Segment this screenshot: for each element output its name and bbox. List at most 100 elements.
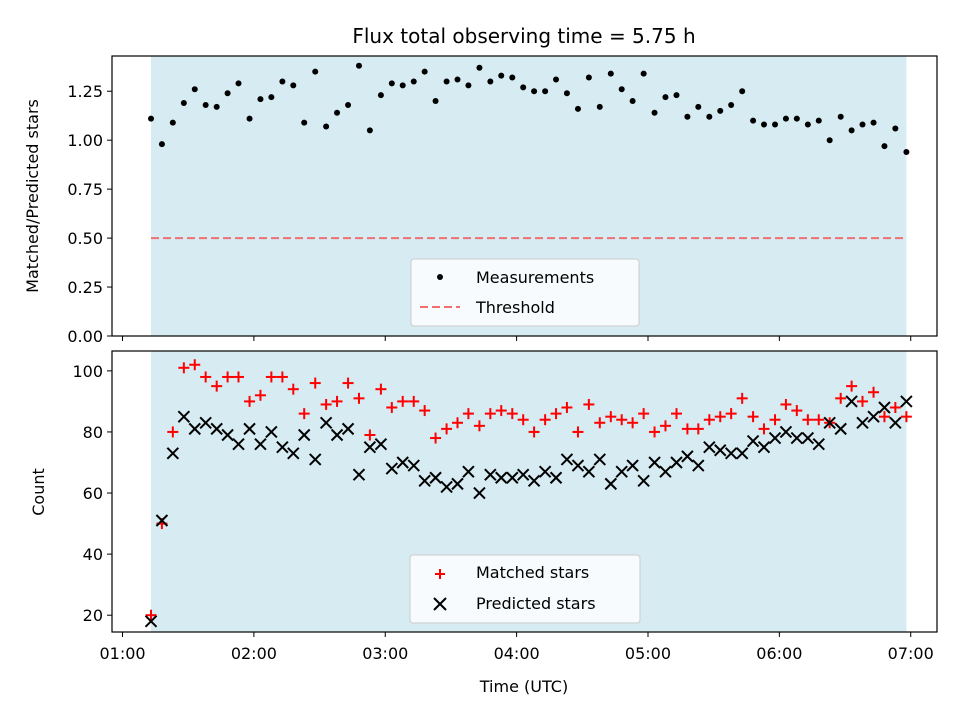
predicted-star-point (287, 447, 300, 460)
predicted-star-point (714, 444, 727, 457)
matched-star-point (189, 359, 201, 371)
y-tick-label: 0.00 (67, 327, 103, 346)
matched-star-point (364, 429, 376, 441)
y-tick-label: 1.25 (67, 82, 103, 101)
matched-star-point (714, 411, 726, 423)
predicted-star-point (867, 410, 880, 423)
measurement-point (202, 101, 209, 108)
matched-star-point (659, 420, 671, 432)
predicted-star-point (527, 474, 541, 488)
legend-box (409, 554, 641, 624)
measurement-point (695, 103, 702, 110)
predicted-star-point (155, 514, 169, 527)
measurement-point (793, 115, 800, 122)
matched-star-point (276, 371, 288, 383)
predicted-star-point (177, 410, 191, 423)
matched-star-point (616, 414, 628, 426)
predicted-star-point (166, 447, 180, 460)
matched-star-point (889, 402, 901, 414)
measurement-point (148, 115, 155, 122)
measurement-point (553, 76, 560, 83)
matched-star-point (178, 362, 190, 374)
measurement-point (585, 74, 592, 81)
predicted-star-point (418, 474, 431, 488)
predicted-star-point (703, 441, 716, 454)
measurement-point (596, 103, 603, 110)
predicted-star-point (341, 422, 355, 436)
matched-star-point (222, 371, 234, 383)
matched-star-point (725, 408, 737, 420)
measurement-point (465, 82, 472, 89)
measurement-point (881, 143, 888, 150)
x-tick-label: 02:00 (231, 644, 277, 663)
predicted-star-point (626, 459, 639, 472)
measurement-point (213, 103, 220, 110)
predicted-star-point (735, 447, 749, 460)
matched-star-point (287, 383, 299, 395)
matched-star-point (211, 380, 223, 392)
measurement-point (662, 94, 669, 101)
x-tick-label: 04:00 (494, 644, 540, 663)
measurement-point (717, 107, 724, 114)
matched-star-point (320, 398, 332, 410)
y-tick-label: 1.00 (67, 131, 103, 150)
measurement-point (180, 99, 187, 106)
x-tick-label: 07:00 (888, 644, 934, 663)
measurement-point (334, 109, 341, 116)
predicted-star-point (297, 428, 311, 442)
predicted-star-point (900, 395, 913, 408)
predicted-star-point (615, 465, 628, 478)
measurement-point (487, 78, 494, 85)
y-tick-label: 0.25 (67, 278, 103, 297)
matched-star-point (550, 408, 562, 420)
predicted-star-point (801, 431, 815, 445)
y-tick-label: 60 (83, 484, 103, 503)
matched-star-point (572, 426, 584, 438)
matched-star-point (835, 392, 847, 404)
measurement-point (498, 72, 505, 79)
measurement-point (323, 123, 330, 130)
matched-star-point (167, 426, 179, 438)
measurement-point (421, 68, 428, 75)
measurement-point (509, 74, 516, 81)
measurement-point (651, 109, 658, 116)
legend-measurements-marker (437, 274, 443, 280)
measurement-point (673, 92, 680, 99)
measurement-point (772, 121, 779, 128)
y-tick-label: 20 (83, 606, 103, 625)
y-tick-label: 100 (72, 362, 103, 381)
legend-matched-label: Matched stars (476, 563, 589, 582)
predicted-star-point (768, 431, 782, 445)
predicted-star-point (779, 425, 793, 439)
measurement-point (607, 70, 614, 77)
predicted-star-point (451, 477, 464, 491)
matched-star-point (605, 411, 617, 423)
measurement-point (574, 105, 581, 112)
measurement-point (399, 82, 406, 89)
matched-star-point (736, 392, 748, 404)
x-tick-label: 03:00 (362, 644, 408, 663)
matched-star-point (638, 408, 650, 420)
matched-star-point (594, 417, 606, 429)
matched-star-point (233, 371, 245, 383)
predicted-star-point (374, 437, 388, 451)
predicted-star-point (352, 468, 366, 481)
predicted-star-point (571, 459, 585, 472)
legend-predicted-label: Predicted stars (476, 594, 596, 613)
measurement-point (355, 62, 362, 69)
predicted-star-point (440, 480, 453, 494)
predicted-star-point (265, 425, 278, 439)
predicted-star-point (856, 416, 869, 429)
measurement-point (169, 119, 176, 126)
predicted-star-point (221, 428, 234, 442)
predicted-star-point (254, 437, 267, 451)
predicted-star-point (495, 471, 508, 484)
measurement-point (191, 86, 198, 93)
matched-star-point (200, 371, 212, 383)
measurement-point (706, 113, 713, 120)
measurement-point (892, 125, 899, 132)
measurement-point (618, 86, 625, 93)
predicted-star-point (790, 431, 804, 445)
matched-star-point (846, 380, 858, 392)
star-count-y-label: Count (29, 468, 48, 516)
